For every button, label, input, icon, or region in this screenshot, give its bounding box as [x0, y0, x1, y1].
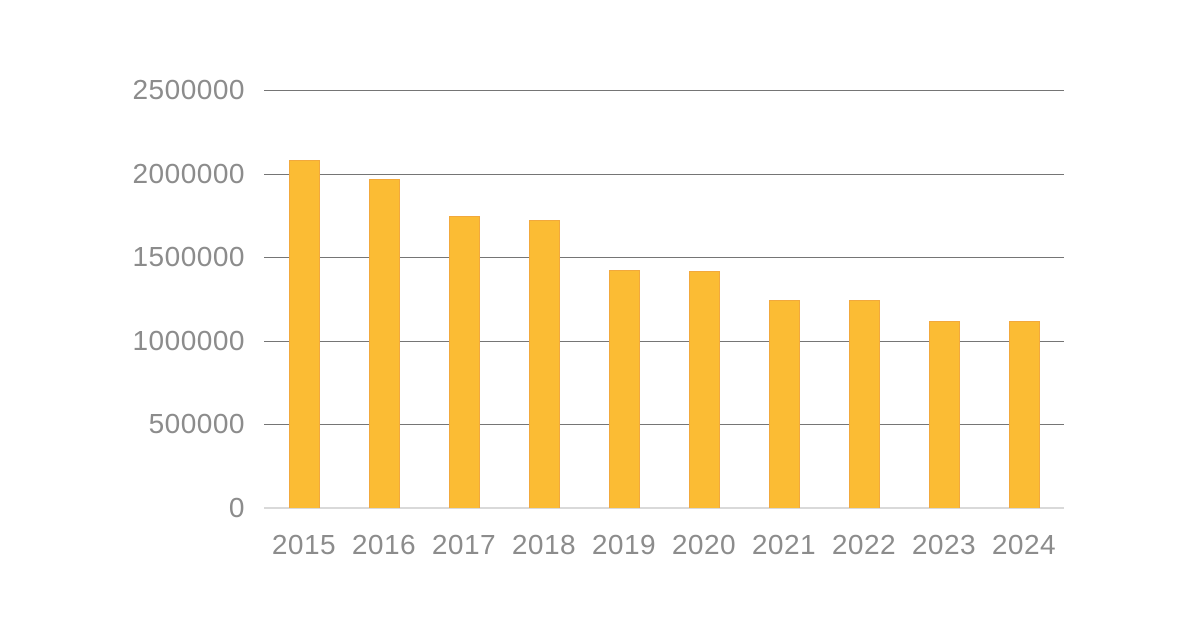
bar-2015 [289, 160, 320, 508]
x-axis-baseline [264, 507, 1064, 509]
y-axis-tick-label: 1000000 [132, 325, 245, 356]
x-axis-tick-label: 2016 [351, 529, 417, 560]
bar-2021 [769, 300, 800, 508]
y-axis-tick-label: 2500000 [132, 74, 245, 105]
x-axis-tick-label: 2017 [431, 529, 497, 560]
y-axis-tick-label: 2000000 [132, 158, 245, 189]
x-axis-tick-label: 2024 [991, 529, 1057, 560]
bar-2019 [609, 270, 640, 508]
y-axis-tick-label: 500000 [148, 408, 245, 439]
x-axis-tick-label: 2020 [671, 529, 737, 560]
y-axis-tick-label: 1500000 [132, 241, 245, 272]
x-axis-tick-label: 2021 [751, 529, 817, 560]
x-axis-tick-label: 2023 [911, 529, 977, 560]
x-axis-tick-label: 2019 [591, 529, 657, 560]
y-axis-tick-label: 0 [228, 492, 245, 523]
bar-2023 [929, 321, 960, 508]
bar-2024 [1009, 321, 1040, 508]
bar-2022 [849, 300, 880, 508]
x-axis-tick-label: 2018 [511, 529, 577, 560]
x-axis-tick-label: 2015 [271, 529, 337, 560]
gridline [264, 174, 1064, 175]
gridline [264, 90, 1064, 91]
x-axis-tick-label: 2022 [831, 529, 897, 560]
gridline [264, 424, 1064, 425]
bar-2016 [369, 179, 400, 508]
plot-area [264, 90, 1064, 509]
gridline [264, 257, 1064, 258]
bar-2018 [529, 220, 560, 508]
gridline [264, 341, 1064, 342]
bar-2017 [449, 216, 480, 508]
bar-2020 [689, 271, 720, 508]
